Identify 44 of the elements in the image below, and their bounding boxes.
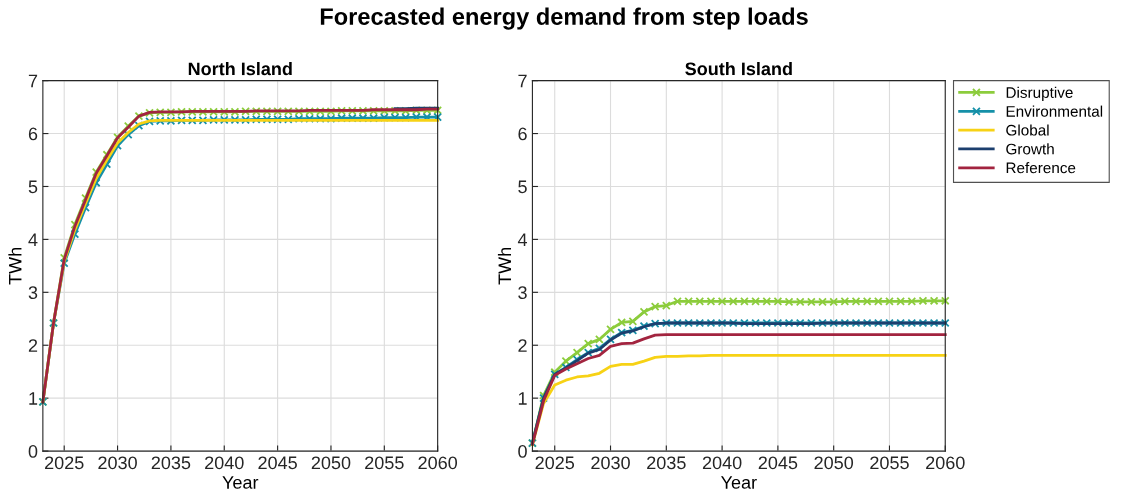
x-tick-label: 2045 [258, 456, 297, 470]
legend-label: Environmental [1006, 105, 1103, 117]
legend-label: Disruptive [1006, 86, 1073, 101]
legend-label: Global [1006, 124, 1049, 136]
x-tick-label: 2045 [758, 456, 798, 470]
legend-label: Reference [1006, 162, 1076, 174]
y-tick-label: 4 [517, 233, 528, 246]
chart-title: South Island [685, 62, 792, 76]
x-tick-label: 2050 [814, 456, 854, 470]
y-tick-label: 6 [28, 127, 38, 141]
x-tick-label: 2060 [926, 456, 965, 470]
x-tick-label: 2025 [535, 456, 575, 470]
x-axis-title: Year [222, 476, 259, 489]
y-tick-label: 2 [28, 339, 38, 352]
x-tick-label: 2035 [151, 456, 191, 470]
x-axis-title: Year [720, 476, 757, 489]
y-tick-label: 7 [28, 74, 38, 88]
x-tick-label: 2035 [647, 456, 686, 470]
y-tick-label: 0 [518, 445, 527, 458]
x-tick-label: 2030 [591, 456, 630, 470]
x-tick-label: 2030 [98, 456, 137, 470]
y-tick-label: 0 [28, 445, 38, 458]
x-tick-label: 2055 [365, 456, 404, 470]
y-tick-label: 1 [29, 392, 38, 405]
x-tick-label: 2050 [311, 456, 351, 470]
legend-label: Growth [1006, 143, 1054, 155]
y-tick-label: 3 [518, 286, 527, 300]
y-tick-label: 1 [518, 392, 527, 405]
y-tick-label: 4 [28, 233, 38, 246]
x-tick-label: 2060 [418, 456, 458, 470]
y-axis-title: TWh [497, 247, 511, 285]
y-tick-label: 7 [518, 74, 527, 88]
x-tick-label: 2040 [205, 456, 244, 470]
y-tick-label: 3 [28, 286, 38, 300]
y-axis-title: TWh [8, 247, 22, 285]
y-tick-label: 5 [28, 180, 38, 194]
text: Forecasted energy demand from step loads [320, 7, 808, 30]
y-tick-label: 5 [518, 180, 527, 194]
y-tick-label: 2 [518, 339, 527, 352]
x-tick-label: 2025 [45, 456, 84, 470]
y-tick-label: 6 [518, 127, 527, 141]
x-tick-label: 2040 [702, 456, 742, 470]
chart-title: North Island [188, 62, 292, 76]
x-tick-label: 2055 [870, 456, 909, 470]
